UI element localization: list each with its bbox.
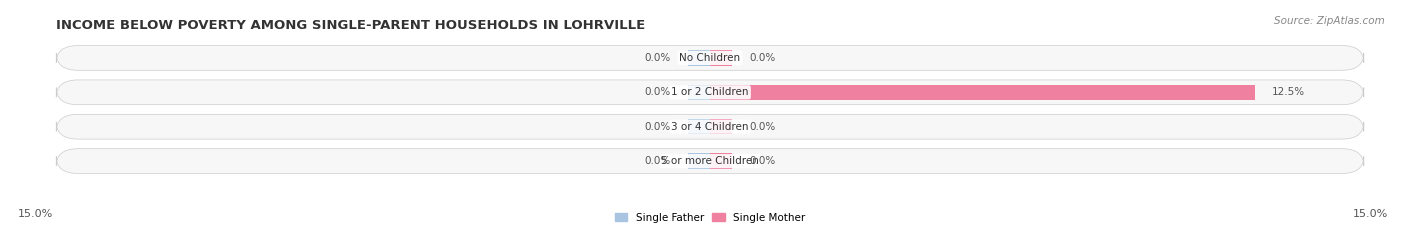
Bar [710, 85, 1256, 100]
FancyBboxPatch shape [56, 80, 1364, 105]
Text: No Children: No Children [679, 53, 741, 63]
FancyBboxPatch shape [56, 45, 1364, 70]
Legend: Single Father, Single Mother: Single Father, Single Mother [610, 209, 810, 227]
Text: 0.0%: 0.0% [749, 122, 776, 132]
Text: 12.5%: 12.5% [1272, 87, 1305, 97]
FancyBboxPatch shape [56, 149, 1364, 174]
Text: 1 or 2 Children: 1 or 2 Children [671, 87, 749, 97]
Text: 15.0%: 15.0% [1353, 209, 1388, 219]
Bar [689, 50, 710, 66]
Text: INCOME BELOW POVERTY AMONG SINGLE-PARENT HOUSEHOLDS IN LOHRVILLE: INCOME BELOW POVERTY AMONG SINGLE-PARENT… [56, 19, 645, 32]
Bar [689, 85, 710, 100]
Bar [710, 50, 731, 66]
Text: 15.0%: 15.0% [18, 209, 53, 219]
Text: 0.0%: 0.0% [749, 53, 776, 63]
Text: 0.0%: 0.0% [644, 156, 671, 166]
Bar [710, 153, 731, 169]
Bar [689, 119, 710, 134]
Bar [710, 119, 731, 134]
Bar [689, 153, 710, 169]
Text: 3 or 4 Children: 3 or 4 Children [671, 122, 749, 132]
Text: 5 or more Children: 5 or more Children [661, 156, 759, 166]
Text: 0.0%: 0.0% [644, 122, 671, 132]
Text: Source: ZipAtlas.com: Source: ZipAtlas.com [1274, 16, 1385, 26]
FancyBboxPatch shape [56, 114, 1364, 139]
Text: 0.0%: 0.0% [749, 156, 776, 166]
Text: 0.0%: 0.0% [644, 53, 671, 63]
Text: 0.0%: 0.0% [644, 87, 671, 97]
